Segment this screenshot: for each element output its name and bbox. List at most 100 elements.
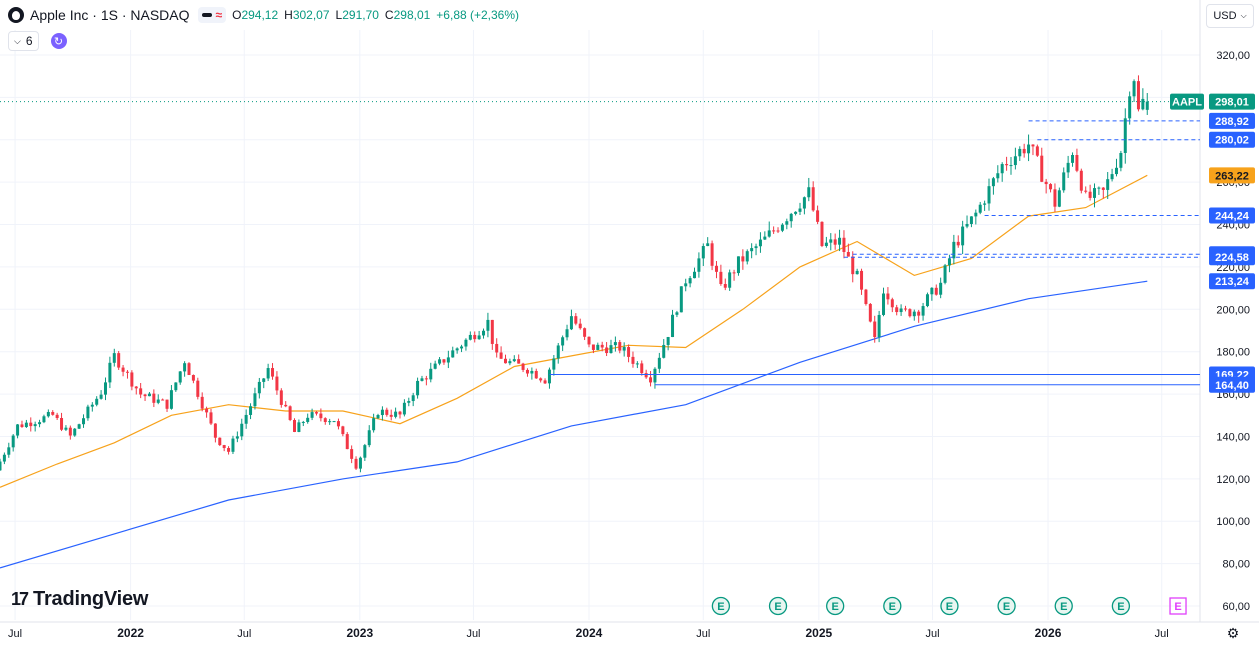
candle-body: [288, 406, 292, 420]
last-price-tag: 298,01: [1215, 97, 1249, 109]
candle-body: [952, 241, 956, 259]
earnings-marker[interactable]: [883, 596, 902, 616]
candle-body: [851, 256, 855, 275]
candle-body: [407, 401, 411, 403]
candle-body: [169, 390, 173, 409]
candle-body: [820, 221, 824, 246]
candle-body: [583, 328, 587, 337]
candle-body: [490, 319, 494, 344]
candle-body: [640, 363, 644, 374]
candle-body: [33, 424, 37, 427]
candle-body: [121, 367, 125, 372]
candle-body: [530, 370, 534, 374]
candle-body: [679, 286, 683, 313]
candle-body: [873, 321, 877, 338]
brand-name: TradingView: [33, 588, 149, 610]
level-tag-bg: [1209, 131, 1255, 148]
earnings-marker[interactable]: [940, 596, 959, 616]
candle-body: [108, 362, 112, 383]
candle-body: [525, 369, 529, 374]
candle-body: [314, 412, 318, 414]
ma-short-line: [0, 174, 1148, 488]
candle-body: [1093, 188, 1097, 198]
earnings-marker[interactable]: [768, 596, 788, 616]
candle-body: [275, 376, 279, 391]
chart-header: Apple Inc · 1S · NASDAQ ≈ O294,12 H302,07…: [8, 5, 519, 25]
candle-body: [429, 368, 433, 380]
candle-body: [912, 311, 916, 317]
candle-body: [802, 197, 806, 209]
earnings-marker-future[interactable]: [1169, 597, 1187, 615]
candle-body: [838, 237, 842, 245]
refresh-icon[interactable]: ↻: [50, 33, 67, 49]
candle-body: [789, 213, 793, 222]
candle-body: [693, 271, 697, 279]
candle-body: [271, 368, 275, 377]
earnings-label: E: [831, 601, 838, 613]
candle-body: [205, 408, 209, 413]
indicator-row: ⌵ 6 ↻: [8, 31, 67, 51]
candle-body: [328, 421, 332, 423]
candle-body: [130, 372, 134, 387]
chart-style-pill[interactable]: ≈: [197, 7, 227, 23]
candle-body: [534, 370, 538, 379]
candle-body: [156, 399, 160, 403]
candle-body: [671, 314, 675, 338]
candle-body: [336, 421, 340, 427]
candle-body: [991, 178, 995, 187]
candle-body: [921, 306, 925, 316]
candle-body: [60, 418, 64, 430]
candle-body: [965, 223, 969, 227]
candle-body: [306, 417, 310, 422]
earnings-marker[interactable]: [826, 596, 845, 616]
settings-gear-icon[interactable]: ⚙: [1226, 624, 1240, 641]
earnings-marker[interactable]: [711, 596, 731, 616]
earnings-marker[interactable]: [1111, 596, 1131, 616]
level-tag-bg: [1209, 273, 1255, 290]
candle-body: [1044, 181, 1048, 185]
candle-body: [95, 398, 99, 405]
candle-body: [741, 256, 745, 262]
candle-body: [200, 396, 204, 409]
ohlc-readout: O294,12 H302,07 L291,70 C298,01 +6,88 (+2,36…: [232, 8, 520, 22]
candle-body: [218, 437, 222, 446]
candle-body: [886, 293, 890, 300]
candle-body: [38, 422, 42, 425]
candle-body: [653, 368, 657, 383]
currency-select[interactable]: USD ⌵: [1206, 4, 1254, 28]
y-tick-label: 320,00: [1216, 50, 1250, 62]
level-tag-bg: [1209, 249, 1255, 266]
symbol-title[interactable]: Apple Inc · 1S · NASDAQ: [30, 7, 190, 23]
y-tick-label: 60,00: [1222, 601, 1250, 613]
candle-body: [556, 345, 560, 359]
candle-body: [882, 293, 886, 315]
chevron-down-icon: ⌵: [14, 35, 21, 46]
candle-body: [684, 283, 688, 287]
candle-body: [798, 208, 802, 212]
chevron-down-icon: ⌵: [1240, 11, 1247, 20]
candle-body: [587, 336, 591, 345]
indicators-toggle-button[interactable]: ⌵ 6: [8, 31, 39, 51]
candle-body: [974, 212, 978, 217]
y-tick-label: 180,00: [1216, 347, 1250, 359]
candle-body: [719, 271, 723, 285]
candle-body: [816, 210, 820, 222]
candle-body: [983, 203, 987, 205]
candle-body: [547, 369, 551, 384]
candle-body: [174, 382, 178, 391]
candle-body: [635, 363, 639, 365]
earnings-marker[interactable]: [1054, 596, 1073, 616]
earnings-marker[interactable]: [997, 596, 1016, 616]
candle-body: [68, 427, 72, 436]
candle-body: [341, 426, 345, 435]
candle-body: [0, 461, 2, 471]
candle-body: [903, 308, 907, 310]
candle-body: [736, 256, 740, 274]
candle-body: [372, 418, 376, 431]
tradingview-logo[interactable]: 17 TradingView: [11, 588, 148, 611]
level-tag: 213,24: [1215, 276, 1250, 288]
candle-body: [877, 314, 881, 338]
candle-body: [969, 216, 973, 224]
candle-body: [1005, 164, 1009, 166]
